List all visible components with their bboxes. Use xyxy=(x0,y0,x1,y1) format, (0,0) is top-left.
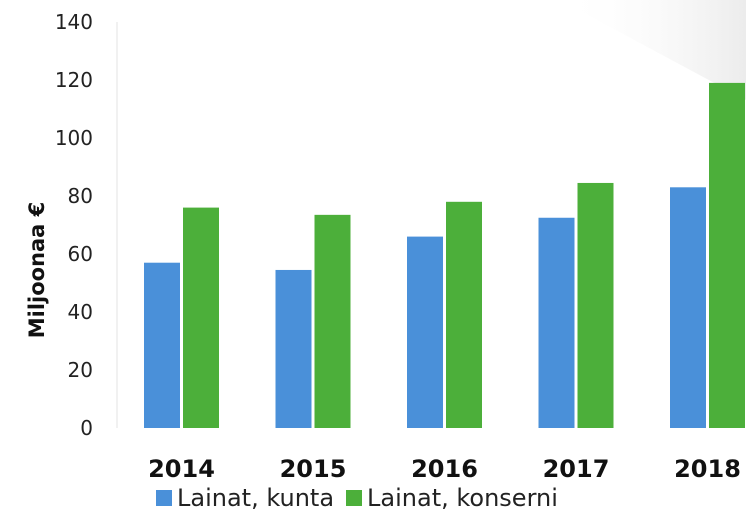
bar-kunta-2017 xyxy=(538,217,575,428)
bar-konserni-2018 xyxy=(709,82,745,429)
bar-kunta-2016 xyxy=(407,236,443,428)
y-tick-label-140: 140 xyxy=(55,10,93,34)
y-axis-label: Miljoonaa € xyxy=(25,202,49,339)
bar-kunta-2018 xyxy=(670,187,706,428)
bar-konserni-2016 xyxy=(446,201,482,428)
y-tick-label-80: 80 xyxy=(68,184,93,208)
y-tick-label-20: 20 xyxy=(68,358,93,382)
x-tick-label-2015: 2015 xyxy=(280,455,347,483)
legend-label-kunta: Lainat, kunta xyxy=(177,484,335,512)
legend-swatch-kunta xyxy=(156,490,172,506)
bar-konserni-2015 xyxy=(314,214,351,428)
legend-item-konserni: Lainat, konserni xyxy=(346,484,558,512)
x-tick-label-2016: 2016 xyxy=(411,455,478,483)
bar-kunta-2014 xyxy=(144,262,180,428)
x-tick-label-2017: 2017 xyxy=(543,455,610,483)
y-tick-label-120: 120 xyxy=(55,68,93,92)
y-tick-label-100: 100 xyxy=(55,126,93,150)
x-tick-label-2014: 2014 xyxy=(148,455,215,483)
legend-label-konserni: Lainat, konserni xyxy=(367,484,558,512)
x-tick-label-2018: 2018 xyxy=(674,455,741,483)
y-tick-label-60: 60 xyxy=(68,242,93,266)
legend: Lainat, kunta Lainat, konserni xyxy=(156,481,570,515)
bar-konserni-2017 xyxy=(577,182,614,428)
bar-konserni-2014 xyxy=(183,207,219,428)
bar-kunta-2015 xyxy=(275,269,312,428)
y-tick-label-40: 40 xyxy=(68,300,93,324)
legend-swatch-konserni xyxy=(346,490,363,506)
legend-item-kunta: Lainat, kunta xyxy=(156,484,334,512)
y-tick-label-0: 0 xyxy=(80,416,93,440)
